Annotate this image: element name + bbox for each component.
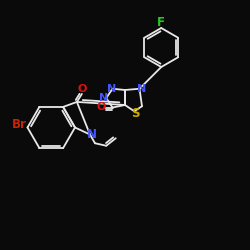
Text: S: S [131, 107, 140, 120]
Text: O: O [96, 102, 106, 113]
Text: N: N [86, 128, 97, 141]
Text: Br: Br [12, 118, 27, 132]
Text: N: N [106, 84, 116, 94]
Text: F: F [157, 16, 165, 29]
Text: N: N [138, 84, 147, 94]
Text: O: O [78, 84, 87, 94]
Text: N: N [99, 93, 108, 103]
